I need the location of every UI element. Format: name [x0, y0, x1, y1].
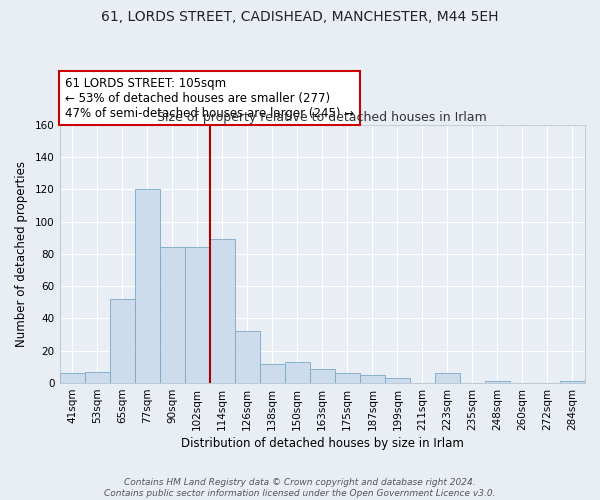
- Bar: [134, 190, 160, 383]
- Bar: [285, 362, 310, 383]
- Bar: [209, 240, 235, 383]
- Bar: [235, 332, 260, 383]
- X-axis label: Distribution of detached houses by size in Irlam: Distribution of detached houses by size …: [181, 437, 464, 450]
- Bar: [435, 374, 460, 383]
- Bar: [85, 372, 110, 383]
- Bar: [160, 248, 185, 383]
- Text: Contains HM Land Registry data © Crown copyright and database right 2024.
Contai: Contains HM Land Registry data © Crown c…: [104, 478, 496, 498]
- Bar: [335, 374, 360, 383]
- Bar: [59, 374, 85, 383]
- Y-axis label: Number of detached properties: Number of detached properties: [15, 161, 28, 347]
- Bar: [185, 248, 209, 383]
- Bar: [485, 382, 510, 383]
- Bar: [560, 382, 585, 383]
- Bar: [310, 368, 335, 383]
- Text: 61 LORDS STREET: 105sqm
← 53% of detached houses are smaller (277)
47% of semi-d: 61 LORDS STREET: 105sqm ← 53% of detache…: [65, 76, 354, 120]
- Bar: [260, 364, 285, 383]
- Bar: [110, 299, 134, 383]
- Text: 61, LORDS STREET, CADISHEAD, MANCHESTER, M44 5EH: 61, LORDS STREET, CADISHEAD, MANCHESTER,…: [101, 10, 499, 24]
- Bar: [385, 378, 410, 383]
- Bar: [360, 375, 385, 383]
- Title: Size of property relative to detached houses in Irlam: Size of property relative to detached ho…: [157, 110, 487, 124]
